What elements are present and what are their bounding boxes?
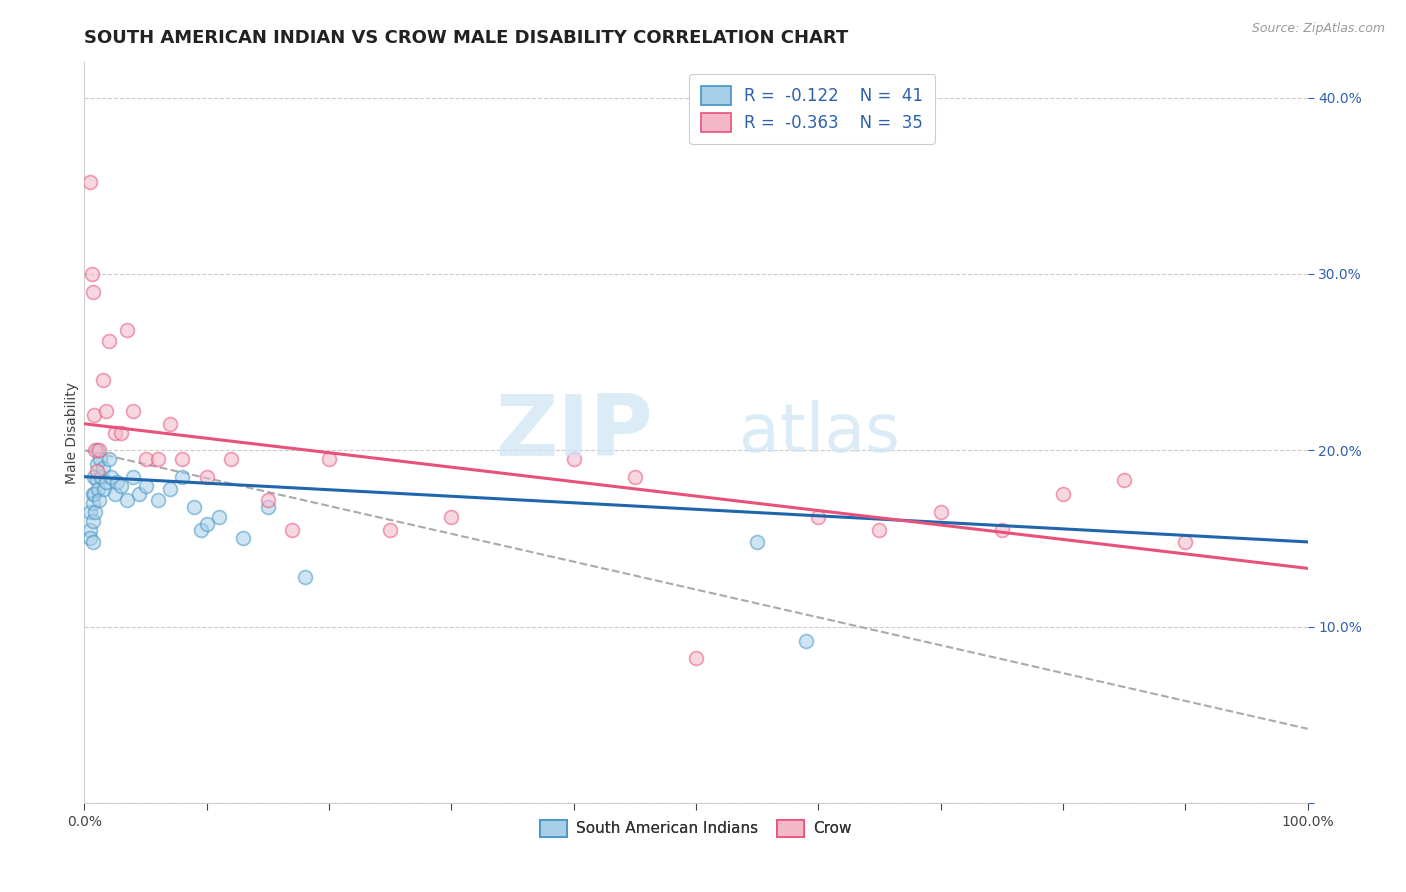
Point	[90, 469, 112, 483]
Point	[562, 452, 585, 467]
Point	[135, 478, 157, 492]
Point	[440, 510, 463, 524]
Point	[122, 404, 145, 418]
Point	[86, 473, 108, 487]
Point	[82, 496, 104, 510]
Point	[294, 570, 316, 584]
Point	[794, 633, 817, 648]
Point	[146, 452, 169, 467]
Point	[96, 475, 118, 489]
Point	[96, 404, 118, 418]
Text: Source: ZipAtlas.com: Source: ZipAtlas.com	[1251, 22, 1385, 36]
Point	[219, 452, 242, 467]
Point	[159, 417, 181, 431]
Point	[991, 523, 1014, 537]
Point	[100, 469, 122, 483]
Point	[232, 532, 254, 546]
Point	[82, 285, 104, 299]
Point	[208, 510, 231, 524]
Point	[82, 514, 104, 528]
Point	[172, 469, 194, 483]
Point	[685, 651, 707, 665]
Point	[257, 500, 280, 514]
Point	[183, 500, 205, 514]
Point	[172, 452, 194, 467]
Point	[105, 475, 128, 489]
Point	[110, 478, 132, 492]
Point	[87, 443, 110, 458]
Point	[89, 452, 111, 467]
Point	[86, 464, 108, 478]
Point	[83, 408, 105, 422]
Point	[146, 492, 169, 507]
Point	[93, 482, 115, 496]
Point	[82, 487, 104, 501]
Point	[79, 505, 101, 519]
Point	[79, 175, 101, 189]
Point	[869, 523, 891, 537]
Point	[84, 443, 107, 458]
Point	[86, 443, 108, 458]
Point	[122, 469, 145, 483]
Point	[257, 492, 280, 507]
Point	[87, 482, 110, 496]
Text: atlas: atlas	[738, 400, 900, 466]
Point	[79, 532, 101, 546]
Point	[115, 492, 138, 507]
Point	[91, 461, 114, 475]
Point	[807, 510, 830, 524]
Point	[83, 487, 105, 501]
Legend: South American Indians, Crow: South American Indians, Crow	[534, 814, 858, 843]
Point	[87, 492, 110, 507]
Point	[110, 425, 132, 440]
Point	[195, 517, 218, 532]
Point	[281, 523, 304, 537]
Point	[84, 505, 107, 519]
Point	[929, 505, 952, 519]
Point	[80, 267, 103, 281]
Point	[380, 523, 402, 537]
Point	[97, 334, 120, 348]
Point	[104, 487, 127, 501]
Point	[190, 523, 212, 537]
Point	[115, 323, 138, 337]
Y-axis label: Male Disability: Male Disability	[65, 382, 79, 483]
Point	[104, 425, 127, 440]
Text: ZIP: ZIP	[495, 391, 654, 475]
Point	[159, 482, 181, 496]
Point	[195, 469, 218, 483]
Point	[1174, 535, 1197, 549]
Point	[624, 469, 647, 483]
Point	[97, 452, 120, 467]
Point	[83, 469, 105, 483]
Point	[86, 458, 108, 472]
Point	[135, 452, 157, 467]
Point	[79, 523, 101, 537]
Point	[318, 452, 340, 467]
Text: SOUTH AMERICAN INDIAN VS CROW MALE DISABILITY CORRELATION CHART: SOUTH AMERICAN INDIAN VS CROW MALE DISAB…	[84, 29, 849, 47]
Point	[128, 487, 150, 501]
Point	[1114, 473, 1136, 487]
Point	[747, 535, 769, 549]
Point	[82, 535, 104, 549]
Point	[1052, 487, 1074, 501]
Point	[91, 373, 114, 387]
